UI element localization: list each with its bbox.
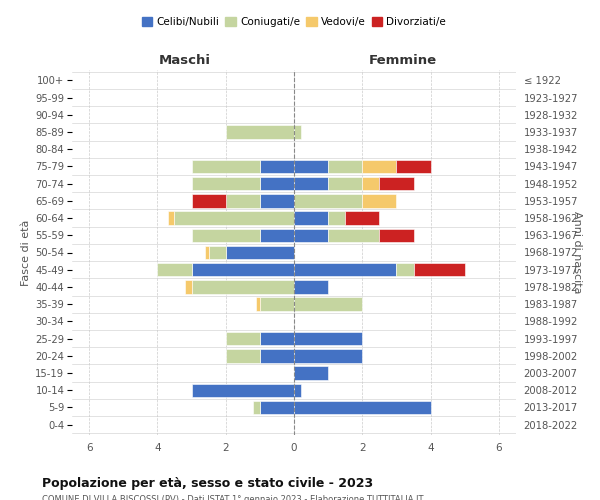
Bar: [328, 160, 362, 173]
Legend: Celibi/Nubili, Coniugati/e, Vedovi/e, Divorziati/e: Celibi/Nubili, Coniugati/e, Vedovi/e, Di…: [137, 13, 451, 32]
Y-axis label: Fasce di età: Fasce di età: [21, 220, 31, 286]
Bar: [294, 298, 362, 311]
Bar: [294, 400, 431, 414]
Bar: [175, 212, 294, 225]
Bar: [260, 332, 294, 345]
Bar: [328, 177, 362, 190]
Text: Popolazione per età, sesso e stato civile - 2023: Popolazione per età, sesso e stato civil…: [42, 478, 373, 490]
Bar: [191, 384, 294, 397]
Bar: [260, 177, 294, 190]
Bar: [294, 263, 397, 276]
Bar: [397, 160, 431, 173]
Bar: [191, 263, 294, 276]
Bar: [260, 400, 294, 414]
Text: COMUNE DI VILLA BISCOSSI (PV) - Dati ISTAT 1° gennaio 2023 - Elaborazione TUTTIT: COMUNE DI VILLA BISCOSSI (PV) - Dati IST…: [42, 495, 424, 500]
Bar: [205, 246, 209, 259]
Bar: [379, 177, 413, 190]
Bar: [191, 280, 294, 293]
Bar: [226, 126, 294, 138]
Bar: [185, 280, 191, 293]
Bar: [167, 212, 175, 225]
Text: Femmine: Femmine: [369, 54, 437, 68]
Bar: [226, 349, 260, 362]
Bar: [328, 228, 379, 242]
Bar: [226, 194, 260, 207]
Bar: [256, 298, 260, 311]
Bar: [345, 212, 379, 225]
Bar: [253, 400, 260, 414]
Bar: [328, 212, 345, 225]
Bar: [294, 366, 328, 380]
Bar: [294, 349, 362, 362]
Bar: [362, 194, 397, 207]
Bar: [362, 160, 397, 173]
Bar: [397, 263, 413, 276]
Text: Maschi: Maschi: [159, 54, 211, 68]
Bar: [294, 177, 328, 190]
Bar: [191, 228, 260, 242]
Bar: [260, 298, 294, 311]
Bar: [294, 280, 328, 293]
Bar: [260, 228, 294, 242]
Y-axis label: Anni di nascita: Anni di nascita: [572, 211, 583, 294]
Bar: [362, 177, 379, 190]
Bar: [226, 332, 260, 345]
Bar: [260, 194, 294, 207]
Bar: [191, 177, 260, 190]
Bar: [191, 194, 226, 207]
Bar: [294, 228, 328, 242]
Bar: [260, 349, 294, 362]
Bar: [209, 246, 226, 259]
Bar: [294, 212, 328, 225]
Bar: [260, 160, 294, 173]
Bar: [294, 384, 301, 397]
Bar: [379, 228, 413, 242]
Bar: [226, 246, 294, 259]
Bar: [294, 332, 362, 345]
Bar: [157, 263, 191, 276]
Bar: [294, 160, 328, 173]
Bar: [294, 126, 301, 138]
Bar: [413, 263, 465, 276]
Bar: [191, 160, 260, 173]
Bar: [294, 194, 362, 207]
